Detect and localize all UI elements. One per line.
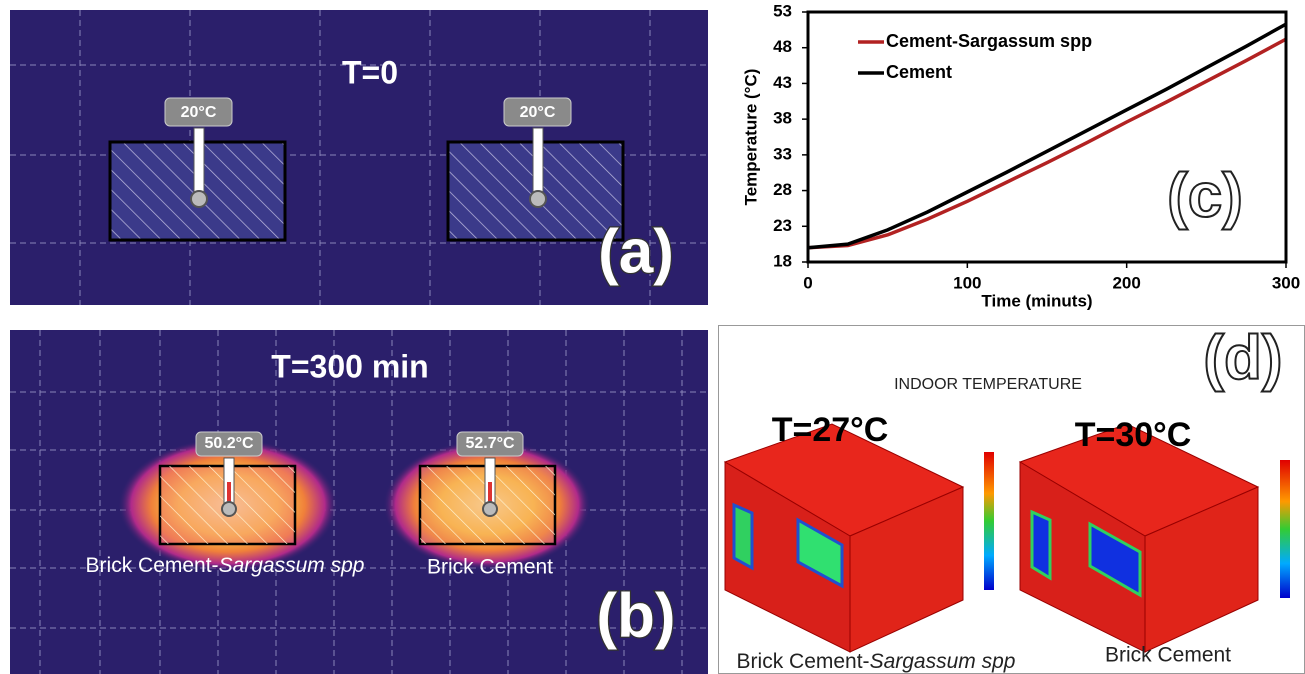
sensor-label: 20°C bbox=[181, 104, 217, 121]
legend-label: Cement-Sargassum spp bbox=[886, 31, 1092, 51]
brick-caption: Brick Cement-Sargassum spp bbox=[737, 650, 1016, 673]
y-tick-label: 38 bbox=[773, 109, 792, 128]
brick-caption: Brick Cement-Sargassum spp bbox=[86, 554, 365, 577]
panel-title: T=300 min bbox=[271, 348, 428, 384]
x-tick-label: 0 bbox=[803, 273, 812, 292]
caption-species: Sargassum spp bbox=[870, 650, 1016, 673]
y-tick-label: 33 bbox=[773, 144, 792, 163]
figure: 20°C 20°C T=0 (a) 50.2°C 52.7°C Brick Ce… bbox=[0, 0, 1305, 674]
y-tick-label: 18 bbox=[773, 251, 792, 270]
brick-caption: Brick Cement bbox=[1105, 644, 1231, 667]
caption-text: Brick Cement- bbox=[737, 650, 870, 673]
legend-label: Cement bbox=[886, 62, 952, 82]
panel-c: Temperature (°C) Time (minuts) (c) 18 23 2… bbox=[741, 1, 1300, 310]
sensor-label: 52.7°C bbox=[465, 435, 515, 452]
color-bar bbox=[1280, 460, 1290, 598]
sensor-label: 50.2°C bbox=[204, 435, 254, 452]
x-axis-label: Time (minuts) bbox=[981, 291, 1092, 310]
x-tick-label: 300 bbox=[1272, 273, 1300, 292]
panel-d: INDOOR TEMPERATURE T=27°C T=30°C Brick C… bbox=[719, 323, 1305, 673]
indoor-temperature: T=30°C bbox=[1075, 416, 1192, 454]
y-tick-label: 23 bbox=[773, 216, 792, 235]
caption-species: Sargassum spp bbox=[219, 554, 365, 577]
panel-title: T=0 bbox=[342, 54, 398, 90]
panel-label: (b) bbox=[596, 581, 675, 650]
x-tick-label: 100 bbox=[953, 273, 981, 292]
y-tick-label: 53 bbox=[773, 1, 792, 20]
sensor-label: 20°C bbox=[520, 104, 556, 121]
y-tick-label: 48 bbox=[773, 37, 792, 56]
y-tick-label: 43 bbox=[773, 73, 792, 92]
panel-a: 20°C 20°C T=0 (a) bbox=[10, 10, 708, 305]
brick-caption: Brick Cement bbox=[427, 556, 553, 579]
panel-label: (d) bbox=[1203, 323, 1282, 392]
indoor-temperature: T=27°C bbox=[772, 411, 889, 449]
x-tick-label: 200 bbox=[1112, 273, 1140, 292]
color-bar bbox=[984, 452, 994, 590]
y-axis-label: Temperature (°C) bbox=[741, 69, 760, 206]
panel-label: (c) bbox=[1167, 161, 1243, 230]
caption-text: Brick Cement- bbox=[86, 554, 219, 577]
y-tick-label: 28 bbox=[773, 180, 792, 199]
panel-label: (a) bbox=[598, 217, 674, 286]
panel-title: INDOOR TEMPERATURE bbox=[894, 376, 1082, 393]
panel-b: 50.2°C 52.7°C Brick Cement-Sargassum spp… bbox=[10, 330, 708, 674]
